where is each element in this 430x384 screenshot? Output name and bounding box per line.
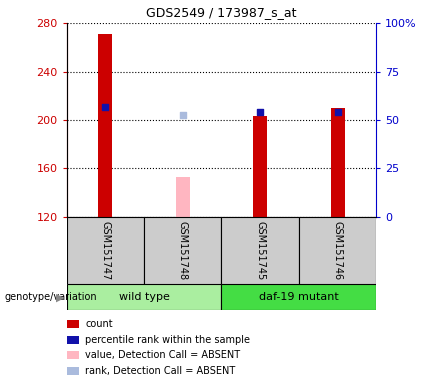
Bar — [98, 34, 112, 217]
Point — [257, 108, 264, 114]
Point — [179, 112, 186, 118]
Text: percentile rank within the sample: percentile rank within the sample — [85, 335, 250, 345]
Bar — [221, 284, 376, 310]
Text: count: count — [85, 319, 113, 329]
Text: wild type: wild type — [119, 292, 169, 302]
Bar — [67, 217, 144, 284]
Bar — [221, 217, 299, 284]
Text: rank, Detection Call = ABSENT: rank, Detection Call = ABSENT — [85, 366, 236, 376]
Bar — [67, 284, 221, 310]
Text: ▶: ▶ — [56, 292, 64, 302]
Text: daf-19 mutant: daf-19 mutant — [259, 292, 339, 302]
Bar — [67, 367, 79, 375]
Text: GSM151745: GSM151745 — [255, 221, 265, 280]
Text: GSM151747: GSM151747 — [100, 221, 111, 280]
Bar — [331, 108, 344, 217]
Text: value, Detection Call = ABSENT: value, Detection Call = ABSENT — [85, 350, 240, 360]
Bar — [67, 336, 79, 344]
Point — [334, 108, 341, 114]
Title: GDS2549 / 173987_s_at: GDS2549 / 173987_s_at — [146, 6, 297, 19]
Bar — [253, 116, 267, 217]
Point — [102, 104, 109, 110]
Text: GSM151746: GSM151746 — [332, 221, 343, 280]
Bar — [299, 217, 376, 284]
Bar — [67, 320, 79, 328]
Text: GSM151748: GSM151748 — [178, 221, 188, 280]
Bar — [67, 351, 79, 359]
Bar — [144, 217, 221, 284]
Bar — [176, 177, 190, 217]
Text: genotype/variation: genotype/variation — [4, 292, 97, 302]
